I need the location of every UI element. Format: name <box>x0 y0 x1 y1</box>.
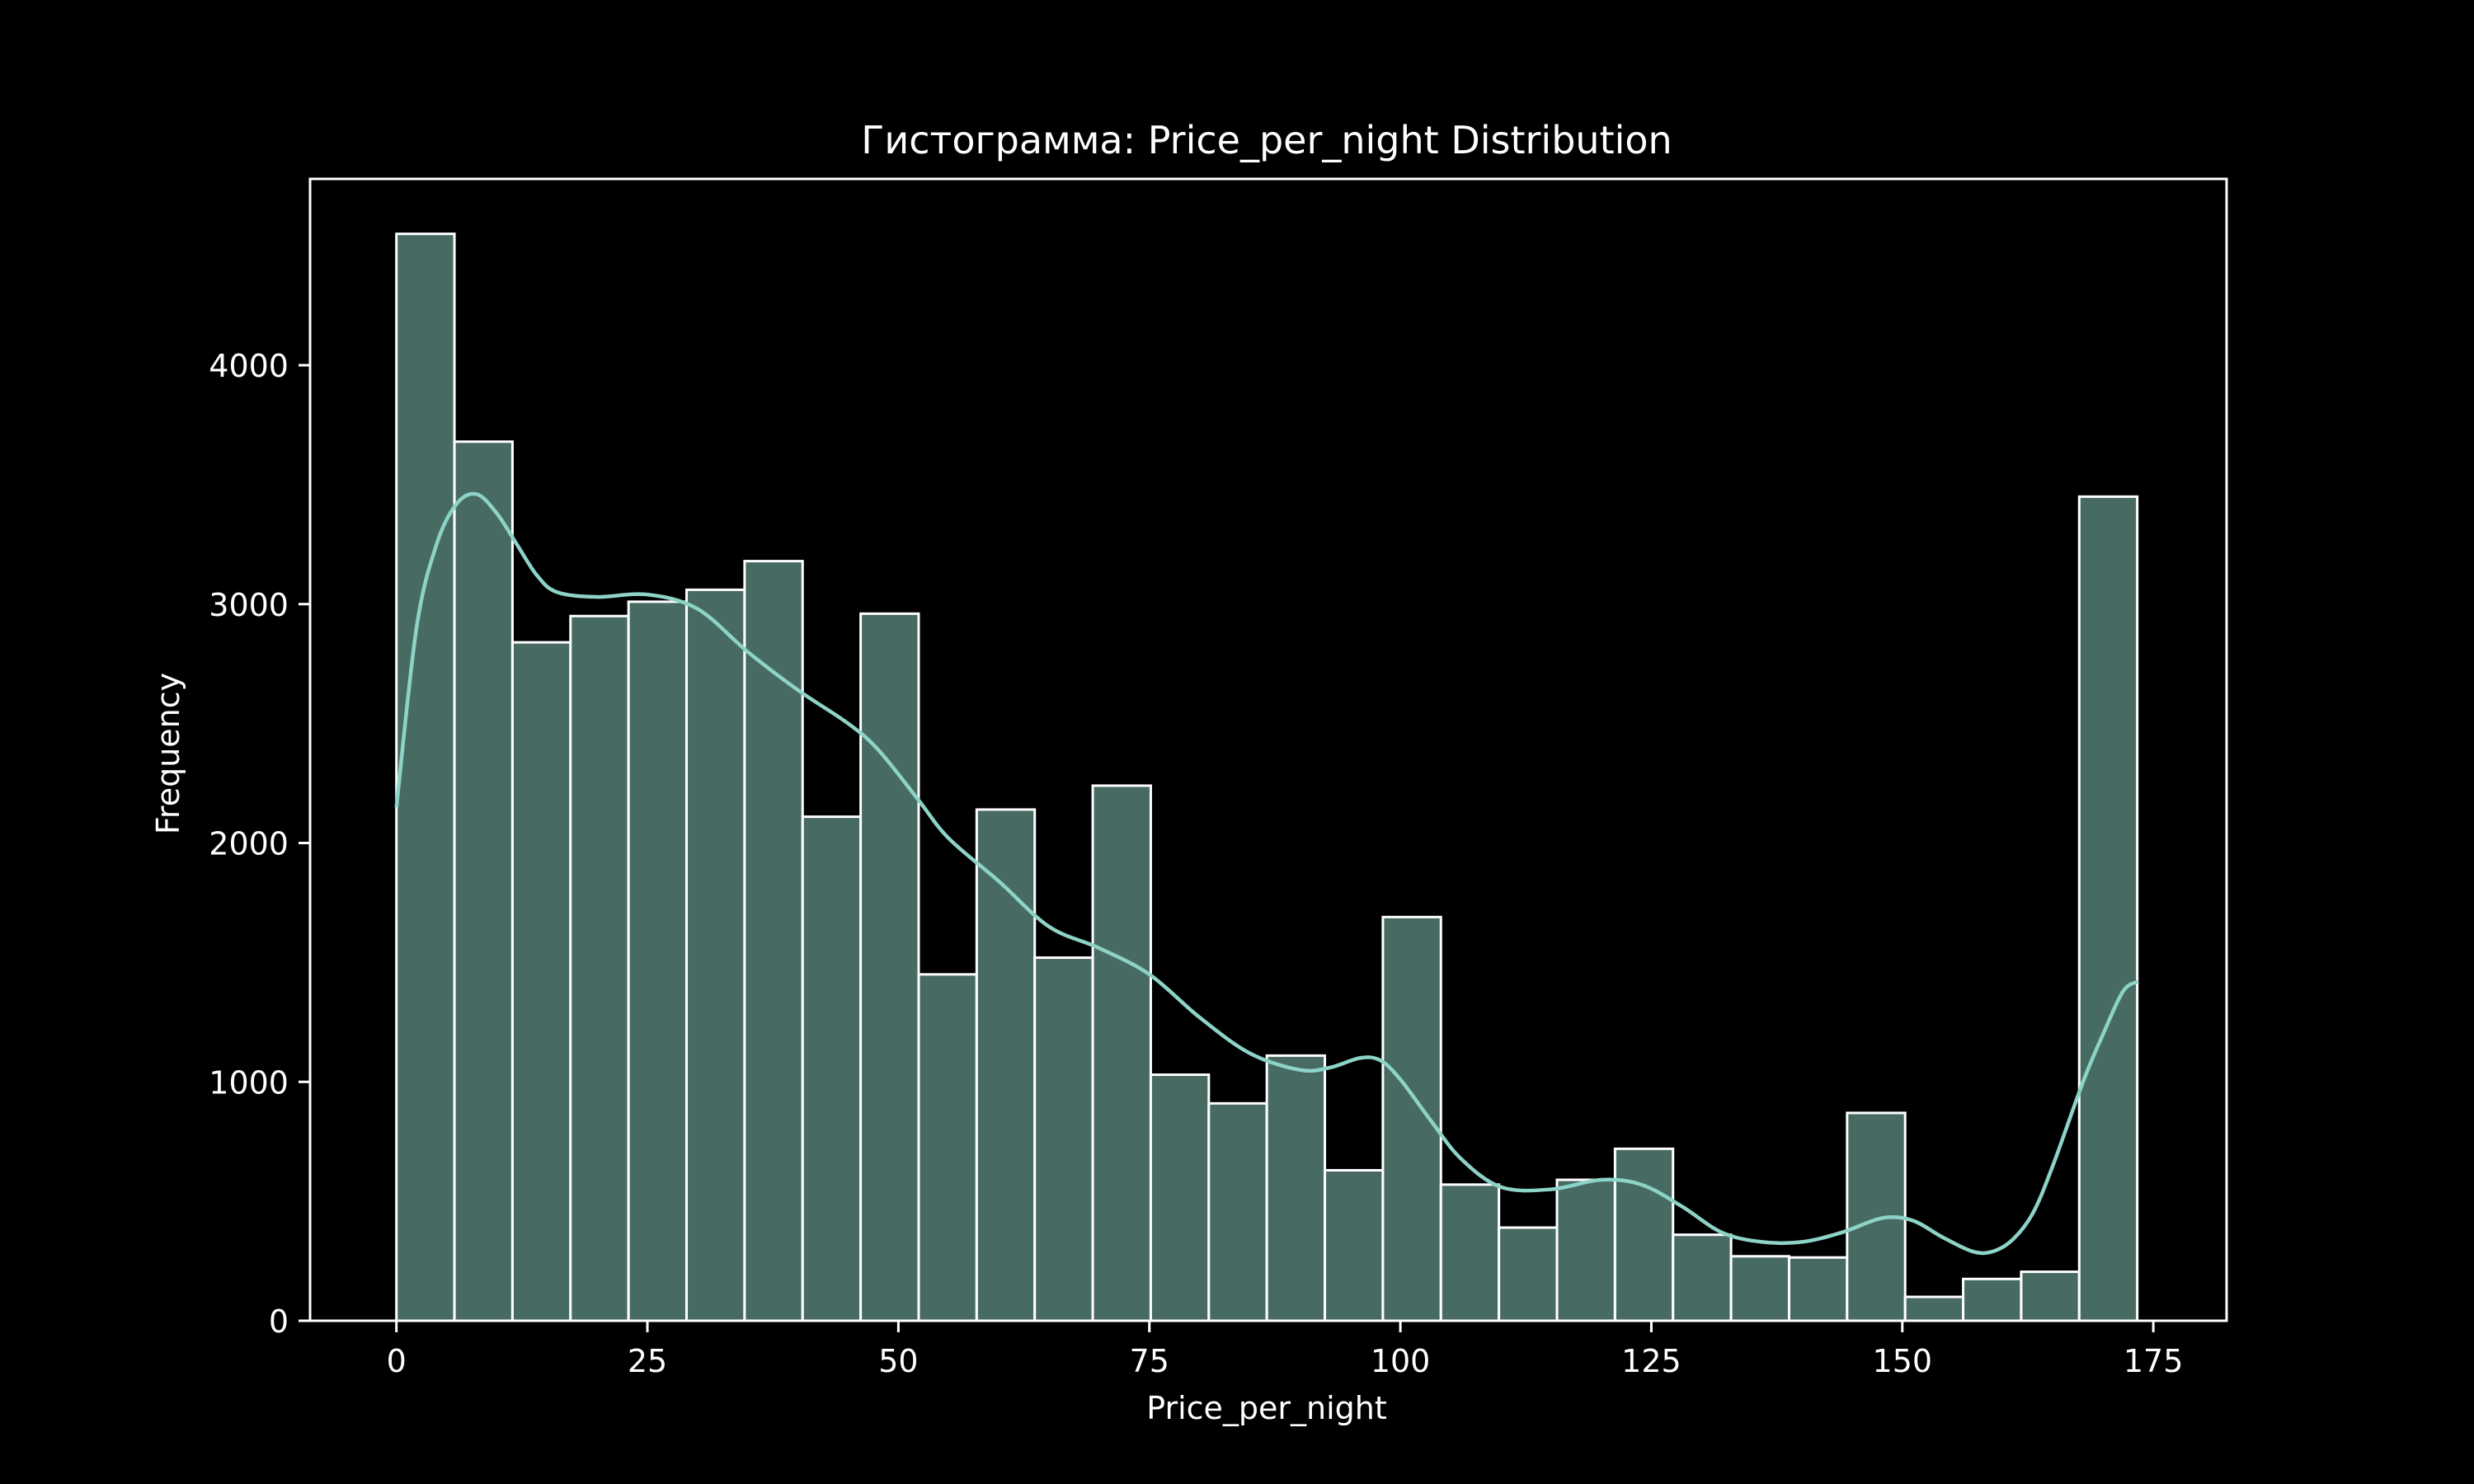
histogram-bar-2 <box>453 440 514 1322</box>
x-axis-label: Price_per_night <box>1146 1390 1387 1426</box>
histogram-bar-22 <box>1613 1147 1675 1322</box>
histogram-bar-15 <box>1207 1101 1268 1322</box>
histogram-bar-8 <box>801 815 863 1322</box>
histogram-bar-21 <box>1555 1178 1616 1322</box>
y-tick-label-3000: 3000 <box>209 587 289 623</box>
histogram-bar-29 <box>2020 1270 2081 1322</box>
histogram-bar-19 <box>1439 1183 1501 1322</box>
histogram-bar-7 <box>743 560 804 1322</box>
x-tick-label-75: 75 <box>1130 1343 1169 1379</box>
y-axis-ticks: 0 1000 2000 3000 4000 <box>209 348 310 1340</box>
histogram-bar-24 <box>1729 1255 1790 1322</box>
x-tick-label-100: 100 <box>1371 1343 1431 1379</box>
y-tick-label-1000: 1000 <box>209 1064 289 1101</box>
histogram-bar-12 <box>1033 956 1094 1322</box>
histogram-bar-20 <box>1498 1226 1559 1322</box>
x-axis-ticks: 0 25 50 75 100 125 150 175 <box>387 1321 2184 1379</box>
histogram-bar-25 <box>1787 1256 1849 1322</box>
kde-line <box>394 491 2140 1256</box>
histogram-bar-13 <box>1091 784 1152 1322</box>
histogram-bar-14 <box>1149 1073 1211 1322</box>
histogram-bar-16 <box>1265 1054 1327 1322</box>
y-axis-label: Frequency <box>150 673 186 834</box>
histogram-bar-18 <box>1381 915 1442 1322</box>
histogram-bar-30 <box>2077 495 2139 1322</box>
histogram-bar-10 <box>917 973 978 1322</box>
x-tick-label-50: 50 <box>878 1343 918 1379</box>
chart-title: Гистограмма: Price_per_night Distributio… <box>861 118 1672 162</box>
histogram-bar-5 <box>627 600 689 1322</box>
x-tick-label-0: 0 <box>387 1343 407 1379</box>
histogram-bar-6 <box>685 588 746 1322</box>
plot-frame <box>308 177 2228 1322</box>
histogram-bar-23 <box>1672 1233 1733 1322</box>
histogram-bar-9 <box>859 612 920 1322</box>
bars-group <box>395 232 2139 1322</box>
histogram-bar-17 <box>1324 1168 1385 1322</box>
y-tick-label-4000: 4000 <box>209 348 289 384</box>
histogram-bar-1 <box>395 232 456 1322</box>
y-tick-label-0: 0 <box>269 1303 289 1340</box>
histogram-bar-28 <box>1962 1277 2023 1322</box>
histogram-bar-4 <box>569 614 630 1322</box>
x-tick-label-125: 125 <box>1621 1343 1681 1379</box>
y-tick-label-2000: 2000 <box>209 826 289 862</box>
x-tick-label-175: 175 <box>2124 1343 2184 1379</box>
x-tick-label-25: 25 <box>628 1343 667 1379</box>
histogram-bar-3 <box>510 641 572 1322</box>
x-tick-label-150: 150 <box>1873 1343 1933 1379</box>
histogram-bar-27 <box>1903 1295 1965 1322</box>
